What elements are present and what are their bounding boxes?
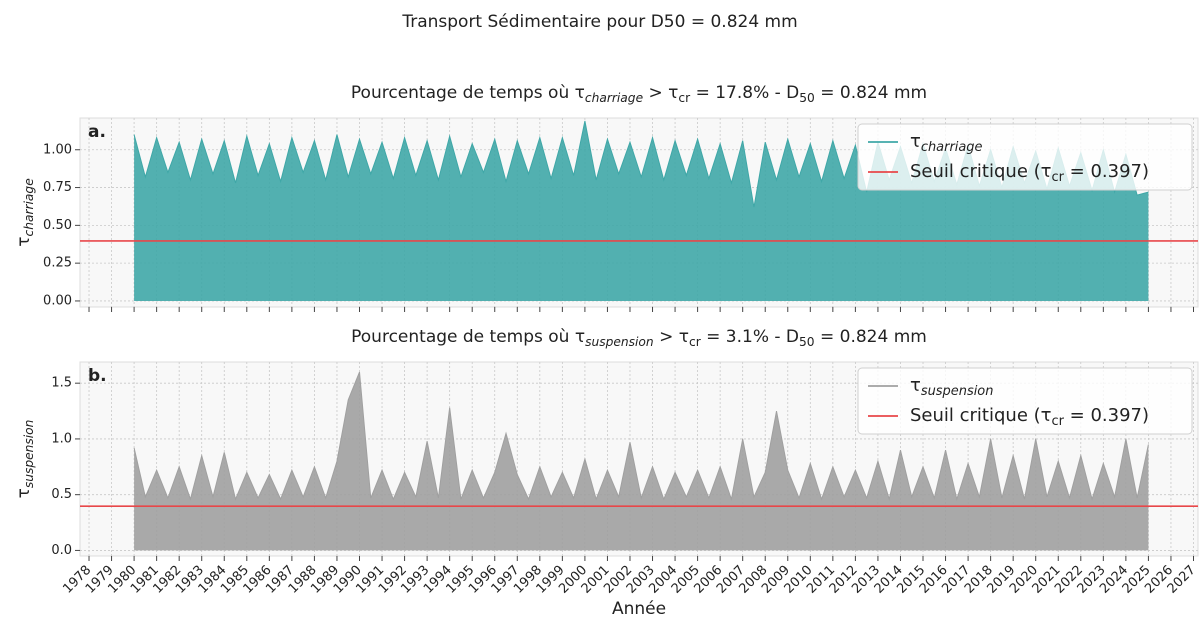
text-part: Seuil critique (τ [910,161,1051,182]
subscript: 50 [799,335,815,349]
subscript: suspension [585,335,654,349]
y-tick-label: 0.50 [43,218,72,233]
text-part: τ [910,375,921,396]
text-part: Pourcentage de temps où τ [351,83,585,103]
text-part: τ [14,488,34,498]
text-part: Seuil critique (τ [910,405,1051,426]
subscript: cr [678,91,691,105]
subscript: cr [689,335,702,349]
panel-title: Pourcentage de temps où τsuspension > τc… [351,327,927,349]
subscript: charriage [921,140,983,155]
subscript: charriage [22,178,36,236]
text-part: = 0.397) [1064,161,1149,182]
series-line [133,371,1149,502]
legend-box [857,123,1193,191]
y-tick-label: 0.5 [51,487,72,502]
panel-title: Pourcentage de temps où τcharriage > τcr… [351,83,927,105]
text-part: Pourcentage de temps où τ [351,327,585,347]
y-axis-label: τsuspension [14,420,36,499]
subscript: charriage [585,91,643,105]
legend-label: τcharriage [910,131,983,155]
text-part: = 0.397) [1064,405,1149,426]
x-axis-label: Année [612,599,666,619]
text-part: = 17.8% - D [690,83,799,103]
subscript: 50 [799,91,815,105]
subscript: cr [1051,414,1064,429]
y-tick-label: 0.25 [43,256,72,271]
panel-label: a. [88,122,106,142]
text-part: = 3.1% - D [701,327,799,347]
text-part: = 0.824 mm [815,83,927,103]
legend-label: Seuil critique (τcr = 0.397) [910,405,1149,429]
legend-label: Seuil critique (τcr = 0.397) [910,161,1149,185]
y-tick-label: 1.0 [51,431,72,446]
y-tick-label: 0.0 [51,543,72,558]
suptitle: Transport Sédimentaire pour D50 = 0.824 … [401,12,797,32]
subscript: cr [1051,170,1064,185]
subscript: suspension [22,420,36,489]
text-part: > τ [654,327,689,347]
text-part: τ [910,131,921,152]
y-tick-label: 1.5 [51,376,72,391]
text-part: = 0.824 mm [815,327,927,347]
legend-label: τsuspension [910,375,993,399]
y-axis-label: τcharriage [14,178,36,246]
text-part: > τ [643,83,678,103]
text-part: τ [14,236,34,246]
y-tick-label: 0.00 [43,293,72,308]
legend-box [857,367,1193,435]
panel-label: b. [88,366,107,386]
y-tick-label: 1.00 [43,142,72,157]
subscript: suspension [921,384,994,399]
y-tick-label: 0.75 [43,180,72,195]
